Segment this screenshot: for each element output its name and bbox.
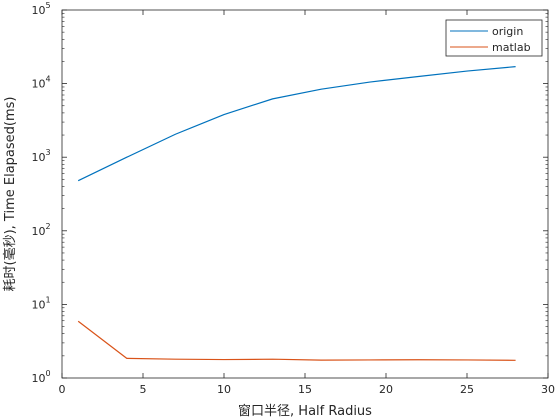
y-tick-label: 102 (31, 222, 50, 238)
x-tick-label: 10 (217, 383, 231, 396)
x-tick-label: 15 (298, 383, 312, 396)
legend: origin matlab (445, 19, 543, 57)
plot-area (62, 10, 548, 378)
x-tick-label: 20 (379, 383, 393, 396)
x-tick-label: 25 (460, 383, 474, 396)
legend-label-origin: origin (492, 25, 523, 38)
series-layer (77, 66, 516, 361)
x-tick-label: 0 (59, 383, 66, 396)
y-tick-label: 101 (31, 295, 50, 311)
series-line-matlab (77, 320, 516, 361)
x-tick-label: 30 (541, 383, 555, 396)
x-axis-label: 窗口半径, Half Radius (238, 403, 372, 419)
y-tick-label: 103 (31, 148, 50, 164)
legend-box (445, 19, 543, 57)
y-tick-label: 104 (31, 75, 50, 91)
legend-label-matlab: matlab (492, 41, 531, 54)
tick-layer: 0 5 10 15 20 25 30 100 101 102 103 104 105 (31, 1, 555, 396)
y-tick-label: 105 (31, 1, 50, 17)
y-axis-label: 耗时(毫秒), Time Elapased(ms) (2, 97, 18, 292)
x-tick-label: 5 (140, 383, 147, 396)
y-tick-label: 100 (31, 369, 50, 385)
series-line-origin (77, 66, 516, 182)
